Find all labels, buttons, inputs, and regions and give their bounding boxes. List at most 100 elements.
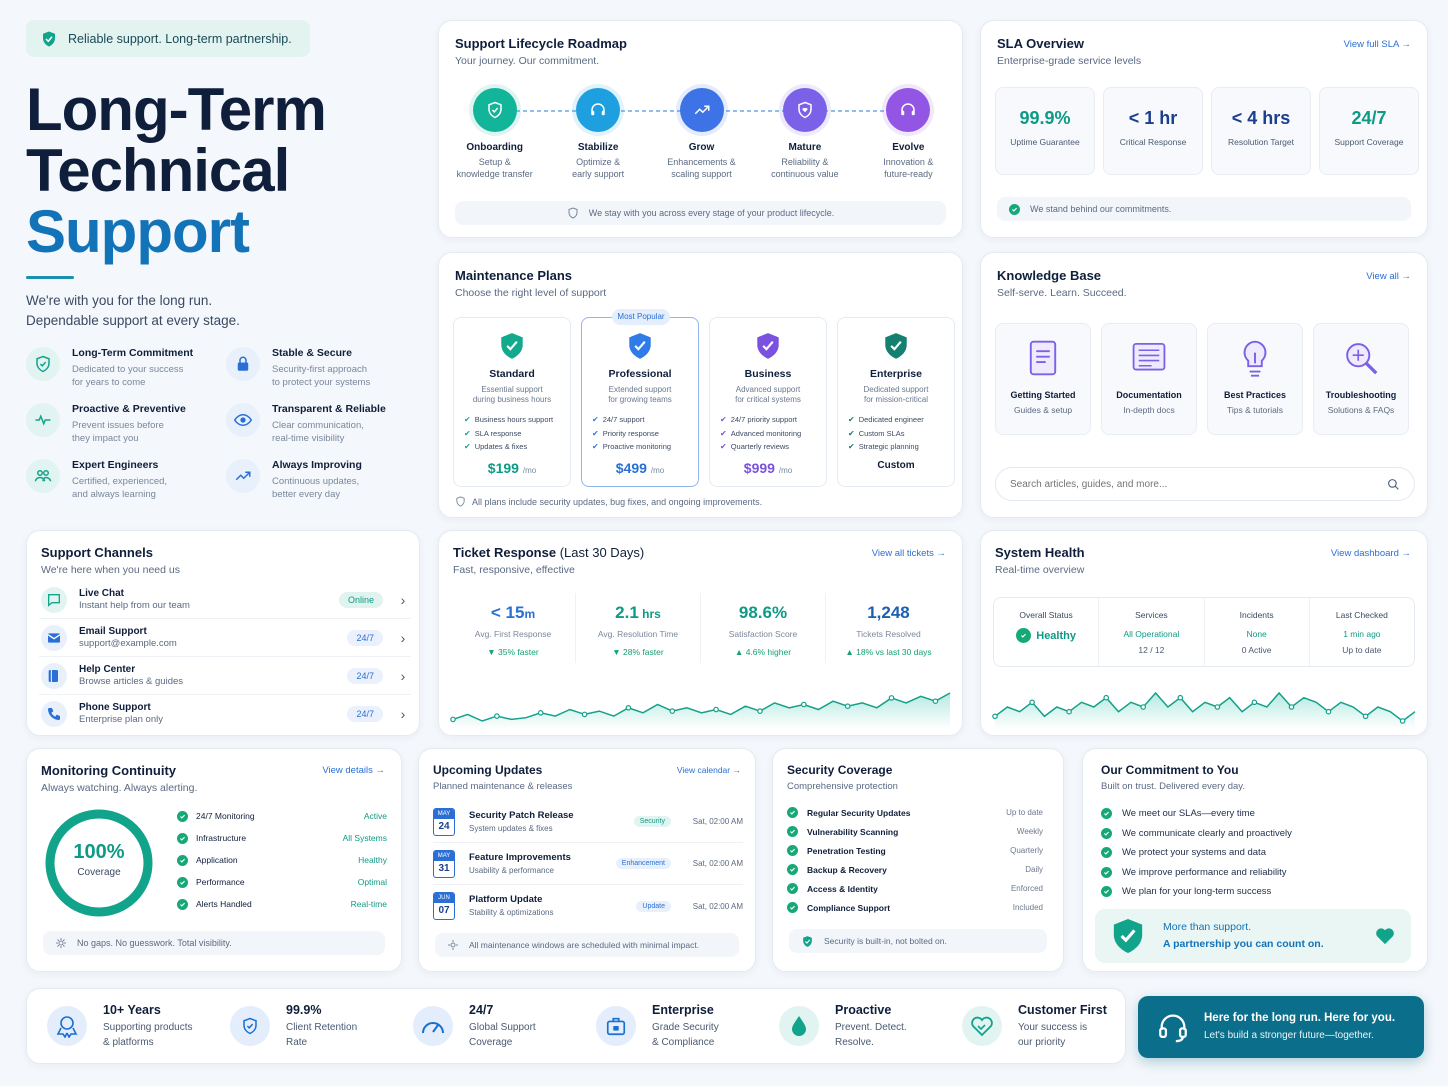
check-icon: ✔: [848, 415, 855, 424]
users-icon: [26, 459, 60, 493]
cta-banner[interactable]: Here for the long run. Here for you. Let…: [1138, 996, 1424, 1058]
feature-item: Transparent & Reliable Clear communicati…: [226, 403, 416, 445]
gauge-label: Coverage: [77, 867, 121, 878]
check-icon: [1101, 866, 1112, 878]
kb-search-input[interactable]: [1010, 478, 1360, 490]
updates-subtitle: Planned maintenance & releases: [433, 781, 573, 792]
chat-icon: [41, 586, 67, 613]
check-icon: ✔: [848, 442, 855, 451]
monitoring-item: Infrastructure All Systems: [177, 827, 387, 849]
monitoring-item: Application Healthy: [177, 849, 387, 871]
view-details-link[interactable]: View details →: [322, 765, 385, 776]
document-icon: [996, 338, 1090, 378]
view-dashboard-link[interactable]: View dashboard →: [1330, 548, 1411, 559]
update-item[interactable]: MAY 31 Feature Improvements Usability & …: [433, 843, 743, 885]
ticket-stat: 98.6% Satisfaction Score ▲ 4.6% higher: [701, 593, 826, 663]
roadmap-step-evolve[interactable]: Evolve Innovation & future-ready: [857, 88, 960, 179]
chevron-right-icon[interactable]: ›: [400, 706, 406, 722]
sparkline-point: [494, 713, 500, 719]
sla-footer: We stand behind our commitments.: [997, 197, 1411, 221]
plan-feature: ✔ Proactive monitoring: [592, 442, 672, 451]
book-icon: [41, 662, 67, 689]
feature-item: Stable & Secure Security-first approach …: [226, 347, 416, 389]
eye-icon: [226, 403, 260, 437]
roadmap-footer: We stay with you across every stage of y…: [455, 201, 946, 225]
health-sparkline: [992, 691, 1416, 729]
trend-up-icon: [226, 459, 260, 493]
support-channels-card: Support Channels We're here when you nee…: [26, 530, 420, 736]
kb-item-troubleshooting[interactable]: Troubleshooting Solutions & FAQs: [1313, 323, 1409, 435]
shield-icon: [567, 207, 579, 219]
title-line-3: Support: [26, 198, 250, 265]
kb-item-best-practices[interactable]: Best Practices Tips & tutorials: [1207, 323, 1303, 435]
roadmap-step-stabilize[interactable]: Stabilize Optimize & early support: [546, 88, 649, 179]
shield-check-icon: [230, 1006, 270, 1046]
plan-card-business[interactable]: Business Advanced support for critical s…: [709, 317, 827, 487]
monitoring-item: Alerts Handled Real-time: [177, 893, 387, 915]
bottom-stat-item: Customer First Your success is our prior…: [942, 1003, 1125, 1050]
sparkline-point: [1103, 694, 1110, 701]
check-icon: ✔: [592, 442, 599, 451]
knowledge-base-card: Knowledge Base Self-serve. Learn. Succee…: [980, 252, 1428, 518]
update-item[interactable]: JUN 07 Platform Update Stability & optim…: [433, 885, 743, 927]
health-subtitle: Real-time overview: [995, 564, 1085, 576]
search-icon[interactable]: [1387, 478, 1400, 491]
sla-subtitle: Enterprise-grade service levels: [997, 55, 1142, 67]
roadmap-step-onboarding[interactable]: Onboarding Setup & knowledge transfer: [443, 88, 546, 179]
chevron-right-icon[interactable]: ›: [400, 591, 406, 608]
commitment-item: We improve performance and reliability: [1101, 863, 1292, 883]
drop-icon: [779, 1006, 819, 1046]
update-list: MAY 24 Security Patch Release System upd…: [433, 801, 743, 927]
plan-card-enterprise[interactable]: Enterprise Dedicated support for mission…: [837, 317, 955, 487]
chevron-right-icon[interactable]: ›: [400, 629, 406, 646]
plan-card-professional[interactable]: Most Popular Professional Extended suppo…: [581, 309, 699, 487]
check-icon: [177, 810, 188, 822]
check-icon: [787, 845, 798, 856]
title-line-1: Long-Term: [26, 76, 327, 143]
shield-check-icon: [40, 30, 58, 48]
check-icon: ✔: [464, 428, 471, 438]
security-item: Compliance Support Included: [787, 898, 1043, 917]
docs-icon: [1102, 338, 1196, 378]
mail-icon: [41, 624, 67, 651]
bottom-stat-item: 99.9% Client Retention Rate: [210, 1003, 393, 1050]
pulse-icon: [26, 403, 60, 437]
sparkline-point: [625, 704, 632, 711]
title-line-2: Technical: [26, 137, 290, 204]
sla-stat: < 4 hrs Resolution Target: [1211, 87, 1311, 175]
channel-row-live-chat[interactable]: Live Chat Instant help from our team Onl…: [39, 581, 411, 619]
view-calendar-link[interactable]: View calendar →: [676, 765, 741, 775]
roadmap-step-mature[interactable]: Mature Reliability & continuous value: [753, 88, 856, 179]
update-item[interactable]: MAY 24 Security Patch Release System upd…: [433, 801, 743, 843]
calendar-icon: MAY 24: [433, 807, 455, 836]
view-full-sla-link[interactable]: View full SLA →: [1343, 39, 1411, 50]
channel-row-help-center[interactable]: Help Center Browse articles & guides 24/…: [39, 657, 411, 695]
check-icon: [177, 876, 188, 888]
shield-check-icon: [26, 347, 60, 381]
view-all-tickets-link[interactable]: View all tickets →: [871, 548, 946, 559]
kb-item-documentation[interactable]: Documentation In-depth docs: [1101, 323, 1197, 435]
chevron-right-icon[interactable]: ›: [400, 667, 406, 684]
update-tag: Enhancement: [615, 858, 671, 869]
channel-row-phone-support[interactable]: Phone Support Enterprise plan only 24/7 …: [39, 695, 411, 733]
channel-row-email-support[interactable]: Email Support support@example.com 24/7 ›: [39, 619, 411, 657]
roadmap-step-grow[interactable]: Grow Enhancements & scaling support: [650, 88, 753, 179]
plan-card-standard[interactable]: Standard Essential support during busine…: [453, 317, 571, 487]
security-coverage-card: Security Coverage Comprehensive protecti…: [772, 748, 1064, 972]
health-col: Overall Status Healthy: [994, 598, 1100, 666]
plan-feature: ✔ Business hours support: [464, 415, 554, 424]
sparkline-point: [1288, 704, 1295, 710]
monitoring-subtitle: Always watching. Always alerting.: [41, 782, 198, 794]
view-all-link[interactable]: View all →: [1366, 271, 1411, 282]
system-health-card: System Health Real-time overview View da…: [980, 530, 1428, 736]
security-item: Backup & Recovery Daily: [787, 860, 1043, 879]
gauge-icon: [413, 1006, 453, 1046]
security-item: Regular Security Updates Up to date: [787, 803, 1043, 822]
sparkline-point: [1029, 699, 1035, 706]
security-subtitle: Comprehensive protection: [787, 781, 898, 792]
kb-items: Getting Started Guides & setup Documenta…: [995, 323, 1409, 435]
plan-feature: ✔ Quarterly reviews: [720, 442, 790, 451]
kb-search-field[interactable]: [995, 467, 1415, 501]
plans-footer: All plans include security updates, bug …: [455, 496, 762, 507]
kb-item-getting-started[interactable]: Getting Started Guides & setup: [995, 323, 1091, 435]
